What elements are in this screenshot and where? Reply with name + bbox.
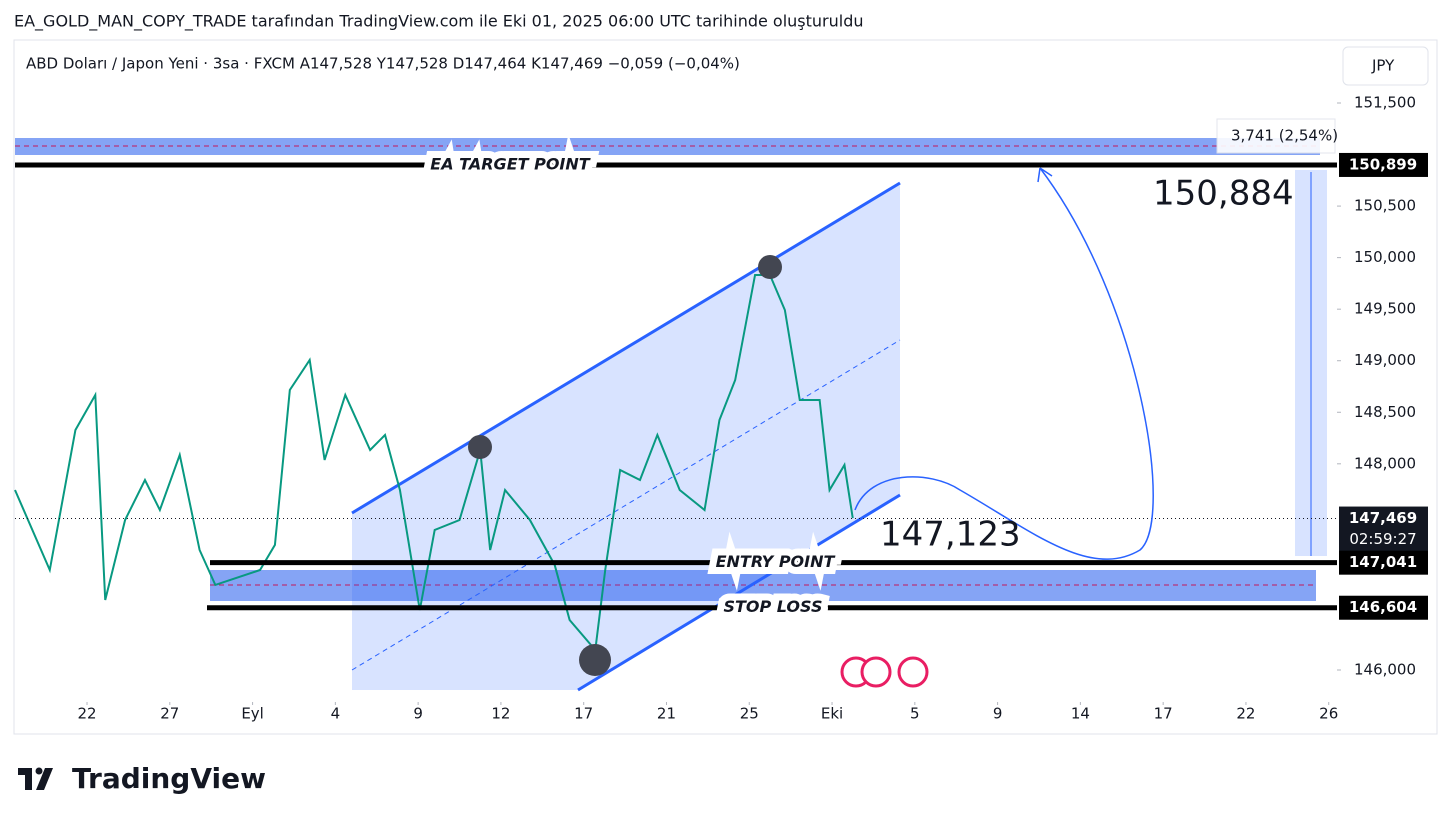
x-tick-label: 25 [740,705,759,723]
measure-label: 3,741 (2,54%) [1231,127,1338,145]
y-tick-label: 148,000 [1354,454,1416,472]
x-tick-label: 26 [1319,705,1338,723]
x-tick-label: 22 [77,705,96,723]
logo-mark [18,768,53,790]
symbol-info: ABD Doları / Japon Yeni · 3sa · FXCM A14… [26,55,740,73]
event-icon[interactable] [860,656,892,688]
y-tick-label: 151,500 [1354,93,1416,111]
level-label: EA TARGET POINT [430,154,590,173]
x-tick-label: 12 [491,705,510,723]
level-tag [1339,152,1428,177]
chart-frame [13,39,1438,735]
target-annotation: 150,884 [1153,174,1294,214]
x-tick-label: 4 [331,705,341,723]
channel-mid [351,339,901,671]
x-tick-label: 17 [1154,705,1173,723]
countdown: 02:59:27 [1349,530,1416,548]
last-price-tag [1339,506,1428,553]
currency-button[interactable] [1342,46,1429,86]
pivot [468,435,492,459]
y-tick-label: 148,500 [1354,403,1416,421]
level-label: ENTRY POINT [716,552,836,571]
x-tick-label: 9 [413,705,423,723]
currency: JPY [1371,57,1395,75]
x-tick-label: 22 [1236,705,1255,723]
level-label: STOP LOSS [723,597,822,616]
pivot [579,644,611,676]
x-tick-label: 21 [657,705,676,723]
x-tick-label: 27 [160,705,179,723]
x-tick-label: 17 [574,705,593,723]
y-tick-label: 146,000 [1354,661,1416,679]
level-tag [1339,595,1428,620]
header-title: EA_GOLD_MAN_COPY_TRADE tarafından Tradin… [14,12,864,32]
x-tick-label: 14 [1071,705,1090,723]
projection-path [854,167,1154,560]
level-value-label: 147,041 [1349,553,1417,571]
x-tick-label: Eyl [241,705,264,723]
y-tick-label: 149,000 [1354,351,1416,369]
low-annotation: 147,123 [880,515,1021,555]
logo: TradingView [18,762,266,795]
channel-lower [577,493,901,692]
x-tick-label: Eki [821,705,843,723]
logo-dot [35,767,43,775]
y-tick-label: 149,500 [1354,300,1416,318]
pivot [758,255,782,279]
price-line [14,273,854,653]
event-icon[interactable] [897,656,929,688]
logo-text: TradingView [72,762,266,795]
level-tag [1339,550,1428,575]
level-value-label: 146,604 [1349,598,1417,616]
measure-label-box [1216,118,1336,154]
x-tick-label: 9 [993,705,1003,723]
x-tick-label: 5 [910,705,920,723]
y-tick-label: 150,000 [1354,248,1416,266]
level-value-label: 150,899 [1349,155,1417,173]
y-tick-label: 150,500 [1354,197,1416,215]
last-price-label: 147,469 [1349,509,1417,527]
channel-upper [351,181,901,515]
